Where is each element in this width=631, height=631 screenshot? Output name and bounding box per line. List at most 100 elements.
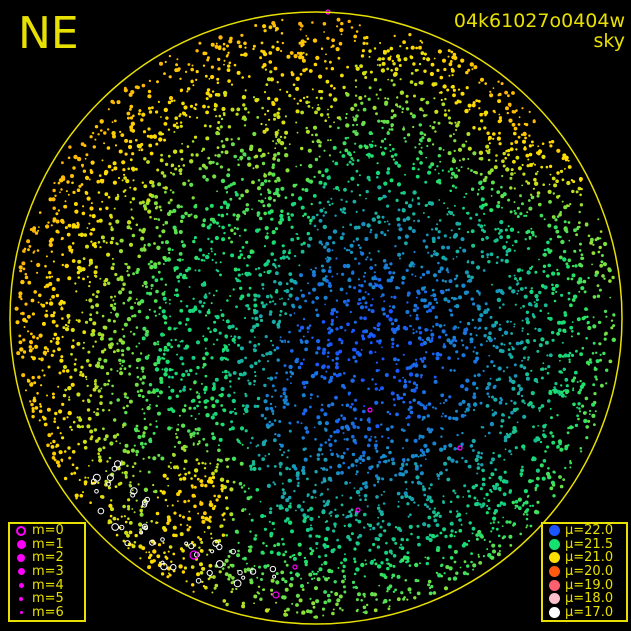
- sky-sample-point: [264, 113, 267, 116]
- sky-sample-point: [413, 438, 418, 443]
- sky-sample-point: [300, 340, 304, 344]
- sky-sample-point: [191, 196, 195, 200]
- sky-sample-point: [352, 199, 357, 204]
- sky-sample-point: [268, 25, 273, 30]
- sky-sample-point: [129, 158, 133, 162]
- sky-sample-point: [419, 471, 424, 476]
- sky-sample-point: [121, 328, 124, 331]
- sky-sample-point: [553, 183, 558, 188]
- sky-sample-point: [213, 586, 217, 590]
- sky-sample-point: [523, 214, 526, 217]
- sky-sample-point: [170, 467, 173, 470]
- sky-sample-point: [370, 154, 374, 158]
- sky-sample-point: [525, 509, 529, 513]
- sky-sample-point: [310, 524, 312, 527]
- sky-sample-point: [556, 272, 561, 276]
- sky-sample-point: [412, 265, 415, 268]
- sky-sample-point: [367, 97, 371, 101]
- sky-sample-point: [355, 237, 359, 241]
- sky-sample-point: [599, 237, 602, 240]
- sky-sample-point: [348, 537, 352, 542]
- sky-sample-point: [257, 342, 261, 346]
- sky-sample-point: [383, 137, 387, 141]
- sky-sample-point: [490, 187, 494, 191]
- sky-sample-point: [210, 356, 214, 360]
- sky-sample-point: [453, 277, 457, 281]
- sky-sample-point: [147, 556, 152, 560]
- sky-sample-point: [341, 383, 345, 388]
- sky-sample-point: [506, 366, 509, 369]
- sky-sample-point: [126, 116, 130, 120]
- sky-sample-point: [157, 411, 161, 416]
- sky-sample-point: [405, 463, 409, 466]
- sky-sample-point: [304, 299, 307, 303]
- sky-sample-point: [312, 38, 318, 43]
- sky-sample-point: [524, 500, 529, 505]
- sky-sample-point: [131, 217, 135, 220]
- sky-sample-point: [269, 70, 273, 74]
- sky-sample-point: [178, 114, 181, 118]
- sky-sample-point: [315, 308, 318, 312]
- sky-sample-point: [514, 507, 517, 509]
- sky-sample-point: [227, 393, 231, 398]
- sky-sample-point: [514, 212, 517, 215]
- sky-sample-point: [103, 358, 108, 363]
- sky-sample-point: [263, 173, 267, 178]
- sky-sample-point: [502, 414, 506, 417]
- sky-sample-point: [339, 208, 343, 212]
- sky-sample-point: [323, 412, 328, 417]
- sky-sample-point: [309, 506, 314, 511]
- sky-sample-point: [122, 539, 126, 543]
- sky-sample-point: [324, 211, 328, 214]
- sky-sample-point: [313, 224, 317, 228]
- sky-sample-point: [350, 421, 355, 426]
- sky-sample-point: [555, 179, 559, 183]
- sky-sample-point: [366, 471, 370, 474]
- sky-sample-point: [126, 270, 129, 273]
- sky-sample-point: [315, 547, 318, 550]
- sky-sample-point: [297, 196, 303, 201]
- sky-sample-point: [178, 321, 182, 325]
- sky-sample-point: [489, 461, 493, 465]
- sky-sample-point: [151, 106, 154, 110]
- sky-sample-point: [385, 314, 390, 318]
- sky-sample-point: [271, 384, 275, 388]
- sky-sample-point: [589, 361, 593, 364]
- sky-sample-point: [344, 136, 348, 140]
- sky-sample-point: [395, 326, 400, 331]
- sky-sample-point: [432, 293, 437, 298]
- sky-sample-point: [222, 319, 225, 321]
- sky-sample-point: [535, 510, 540, 515]
- sky-sample-point: [610, 319, 614, 322]
- sky-sample-point: [351, 162, 354, 166]
- sky-sample-point: [131, 352, 134, 355]
- sky-sample-point: [199, 479, 204, 483]
- sky-sample-point: [301, 588, 305, 591]
- sky-sample-point: [61, 253, 64, 256]
- sky-sample-point: [419, 482, 423, 485]
- sky-sample-point: [342, 513, 345, 517]
- sky-sample-point: [511, 500, 515, 505]
- sky-sample-point: [236, 107, 241, 112]
- sky-sample-point: [500, 419, 505, 423]
- sky-sample-point: [90, 305, 95, 309]
- sky-sample-point: [310, 268, 313, 271]
- sky-sample-point: [438, 199, 441, 201]
- sky-sample-point: [115, 315, 119, 318]
- sky-sample-point: [70, 352, 73, 356]
- sky-sample-point: [208, 78, 211, 80]
- sky-sample-point: [412, 62, 416, 66]
- sky-sample-point: [184, 113, 188, 117]
- sky-sample-point: [139, 247, 144, 252]
- sky-sample-point: [536, 349, 540, 353]
- sky-sample-point: [530, 195, 535, 200]
- sky-sample-point: [99, 401, 103, 406]
- sky-sample-point: [74, 358, 77, 361]
- sky-sample-point: [398, 227, 403, 232]
- sky-sample-point: [513, 363, 517, 367]
- sky-sample-point: [484, 326, 488, 330]
- sky-sample-point: [324, 577, 329, 582]
- sky-sample-point: [324, 169, 329, 173]
- sky-sample-point: [95, 412, 100, 417]
- sky-sample-point: [203, 301, 206, 305]
